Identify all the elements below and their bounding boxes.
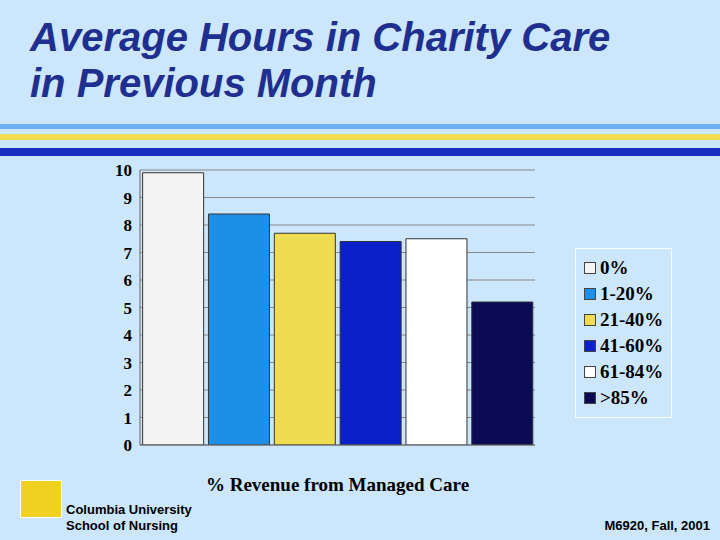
svg-text:0: 0 [124,436,133,455]
svg-text:5: 5 [124,299,133,318]
html-text:41-60%: 41-60% [600,335,664,356]
svg-text:10: 10 [115,161,132,180]
html-text:21-40%: 21-40% [600,309,664,330]
html-text:0%: 0% [600,257,629,278]
svg-text:6: 6 [124,271,133,290]
html-text:Columbia University School of: Columbia University School of Nursing [66,502,192,533]
svg-text:4: 4 [124,326,133,345]
html-text:>85%: >85% [600,387,649,408]
html-text:1-20%: 1-20% [600,283,654,304]
svg-text:2: 2 [124,381,133,400]
svg-text:9: 9 [124,189,133,208]
html-text:61-84%: 61-84% [600,361,664,382]
html-text:Average Hours in Charity Care: Average Hours in Charity Care in Previou… [30,15,611,105]
svg-text:1: 1 [124,409,133,428]
svg-text:3: 3 [124,354,133,373]
svg-text:7: 7 [124,244,133,263]
html-text:M6920, Fall, 2001: M6920, Fall, 2001 [604,518,710,533]
svg-text:% Revenue from Managed Care: % Revenue from Managed Care [206,474,469,495]
svg-text:8: 8 [124,216,133,235]
